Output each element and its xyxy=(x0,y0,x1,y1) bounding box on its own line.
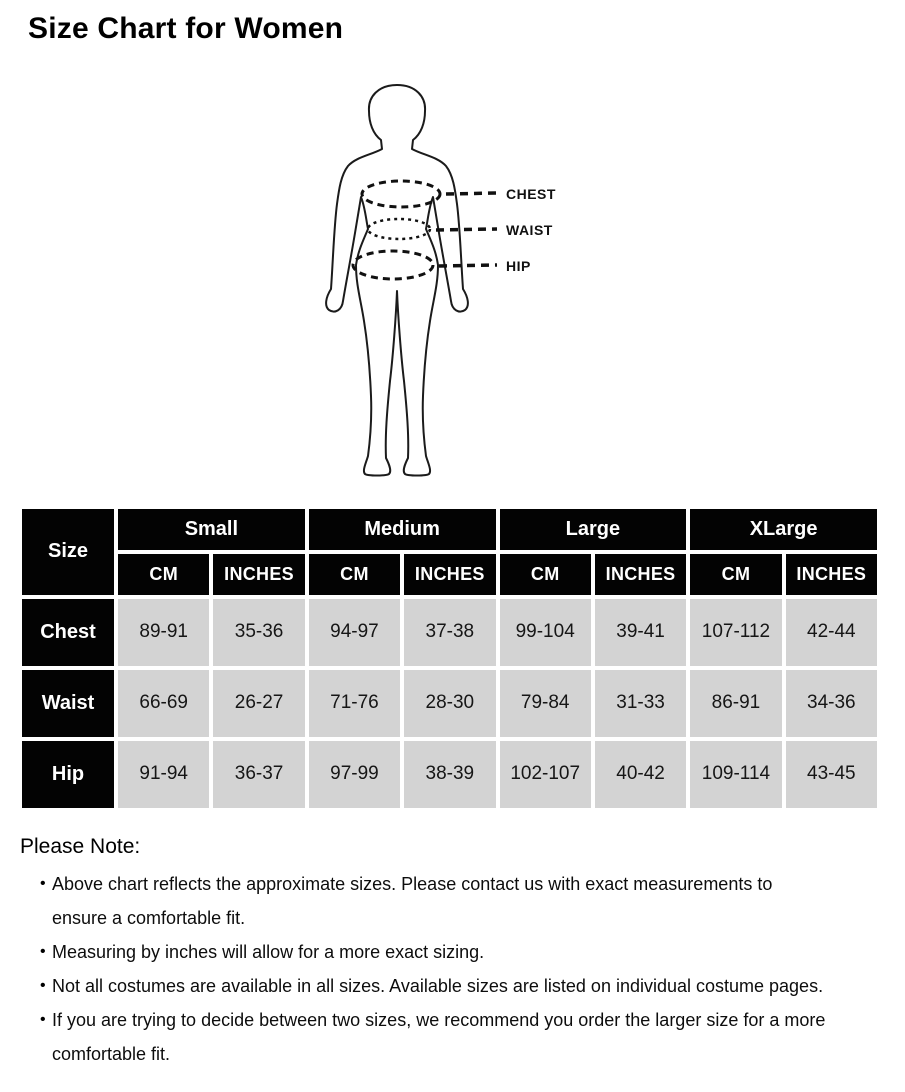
chest-leader-line xyxy=(445,190,498,196)
measurement-diagram: CHEST WAIST HIP xyxy=(0,61,905,491)
note-text: Above chart reflects the approximate siz… xyxy=(52,873,773,928)
bullet-icon: • xyxy=(40,976,46,994)
unit-header-cm: CM xyxy=(499,553,591,595)
table-corner-header: Size xyxy=(22,508,114,595)
bullet-icon: • xyxy=(40,874,46,892)
size-cell: 79-84 xyxy=(499,669,591,737)
row-header-chest: Chest xyxy=(22,598,114,666)
size-group-header-small: Small xyxy=(118,508,305,550)
size-cell: 86-91 xyxy=(690,669,782,737)
chest-label: CHEST xyxy=(506,186,556,202)
unit-header-inches: INCHES xyxy=(594,553,687,595)
unit-header-inches: INCHES xyxy=(785,553,877,595)
size-cell: 97-99 xyxy=(308,740,401,808)
waist-ellipse xyxy=(366,217,432,240)
unit-header-cm: CM xyxy=(118,553,210,595)
size-cell: 91-94 xyxy=(118,740,210,808)
note-item: • Measuring by inches will allow for a m… xyxy=(10,935,905,969)
notes-list: • Above chart reflects the approximate s… xyxy=(10,867,905,1071)
size-cell: 35-36 xyxy=(213,598,305,666)
unit-header-inches: INCHES xyxy=(213,553,305,595)
note-item: • Above chart reflects the approximate s… xyxy=(10,867,905,935)
size-cell: 34-36 xyxy=(785,669,877,737)
size-cell: 71-76 xyxy=(308,669,401,737)
size-cell: 102-107 xyxy=(499,740,591,808)
note-text: Not all costumes are available in all si… xyxy=(52,975,824,996)
size-cell: 89-91 xyxy=(118,598,210,666)
hip-ellipse xyxy=(351,249,435,280)
size-cell: 109-114 xyxy=(690,740,782,808)
size-cell: 36-37 xyxy=(213,740,305,808)
size-group-header-medium: Medium xyxy=(308,508,496,550)
size-cell: 40-42 xyxy=(594,740,687,808)
waist-leader-line xyxy=(435,226,498,232)
page-title: Size Chart for Women xyxy=(28,12,344,45)
hip-leader-line xyxy=(438,262,498,268)
table-unit-header-row: CM INCHES CM INCHES CM INCHES CM INCHES xyxy=(22,553,877,595)
row-header-hip: Hip xyxy=(22,740,114,808)
size-group-header-xlarge: XLarge xyxy=(690,508,877,550)
note-text: Measuring by inches will allow for a mor… xyxy=(52,941,485,962)
size-cell: 66-69 xyxy=(118,669,210,737)
note-text: If you are trying to decide between two … xyxy=(52,1009,826,1064)
note-item: • If you are trying to decide between tw… xyxy=(10,1003,905,1071)
size-cell: 43-45 xyxy=(785,740,877,808)
notes-section: Please Note: • Above chart reflects the … xyxy=(10,830,905,1071)
table-row-waist: Waist 66-69 26-27 71-76 28-30 79-84 31-3… xyxy=(22,669,877,737)
size-cell: 39-41 xyxy=(594,598,687,666)
size-cell: 99-104 xyxy=(499,598,591,666)
table-row-hip: Hip 91-94 36-37 97-99 38-39 102-107 40-4… xyxy=(22,740,877,808)
size-cell: 31-33 xyxy=(594,669,687,737)
unit-header-inches: INCHES xyxy=(404,553,496,595)
size-cell: 107-112 xyxy=(690,598,782,666)
woman-body-figure: CHEST WAIST HIP xyxy=(325,83,556,476)
hip-label: HIP xyxy=(506,258,531,274)
waist-label: WAIST xyxy=(506,222,553,238)
unit-header-cm: CM xyxy=(690,553,782,595)
bullet-icon: • xyxy=(40,942,46,960)
table-row-chest: Chest 89-91 35-36 94-97 37-38 99-104 39-… xyxy=(22,598,877,666)
size-cell: 26-27 xyxy=(213,669,305,737)
size-cell: 94-97 xyxy=(308,598,401,666)
size-group-header-large: Large xyxy=(499,508,687,550)
notes-heading: Please Note: xyxy=(20,834,141,858)
chest-ellipse xyxy=(360,179,442,208)
size-table-section: Size Small Medium Large XLarge CM INCHES… xyxy=(18,505,905,812)
unit-header-cm: CM xyxy=(308,553,401,595)
size-table: Size Small Medium Large XLarge CM INCHES… xyxy=(18,505,881,812)
size-cell: 37-38 xyxy=(404,598,496,666)
size-cell: 42-44 xyxy=(785,598,877,666)
row-header-waist: Waist xyxy=(22,669,114,737)
size-cell: 38-39 xyxy=(404,740,496,808)
note-item: • Not all costumes are available in all … xyxy=(10,969,905,1003)
table-group-header-row: Size Small Medium Large XLarge xyxy=(22,508,877,595)
bullet-icon: • xyxy=(40,1010,46,1028)
size-cell: 28-30 xyxy=(404,669,496,737)
